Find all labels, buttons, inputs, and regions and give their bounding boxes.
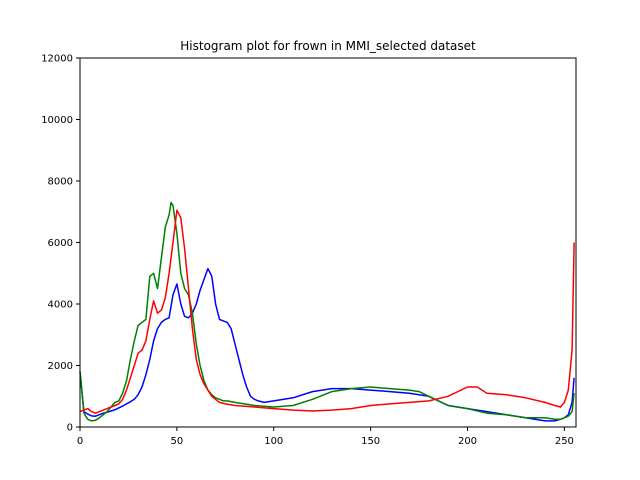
plot-frame bbox=[79, 57, 577, 428]
x-tick-label: 0 bbox=[77, 436, 83, 447]
y-tick-label: 6000 bbox=[48, 238, 73, 249]
x-tick-label: 100 bbox=[264, 436, 283, 447]
y-tick-label: 4000 bbox=[48, 300, 73, 311]
y-tick-label: 0 bbox=[67, 423, 73, 434]
x-tick-label: 150 bbox=[361, 436, 380, 447]
y-tick-label: 8000 bbox=[48, 177, 73, 188]
y-tick-label: 10000 bbox=[41, 115, 73, 126]
y-tick-label: 12000 bbox=[41, 54, 73, 65]
chart-title: Histogram plot for frown in MMI_selected… bbox=[180, 39, 476, 53]
x-axis: 0 50 100 150 200 250 bbox=[77, 427, 574, 447]
x-tick-label: 200 bbox=[458, 436, 477, 447]
y-axis: 0 2000 4000 6000 8000 10000 12000 bbox=[41, 54, 80, 434]
x-tick-label: 250 bbox=[555, 436, 574, 447]
y-tick-label: 2000 bbox=[48, 361, 73, 372]
series-line-green bbox=[79, 201, 575, 422]
series-layer bbox=[79, 201, 575, 422]
series-line-red bbox=[79, 209, 575, 414]
x-tick-label: 50 bbox=[171, 436, 184, 447]
series-line-blue bbox=[79, 267, 575, 422]
